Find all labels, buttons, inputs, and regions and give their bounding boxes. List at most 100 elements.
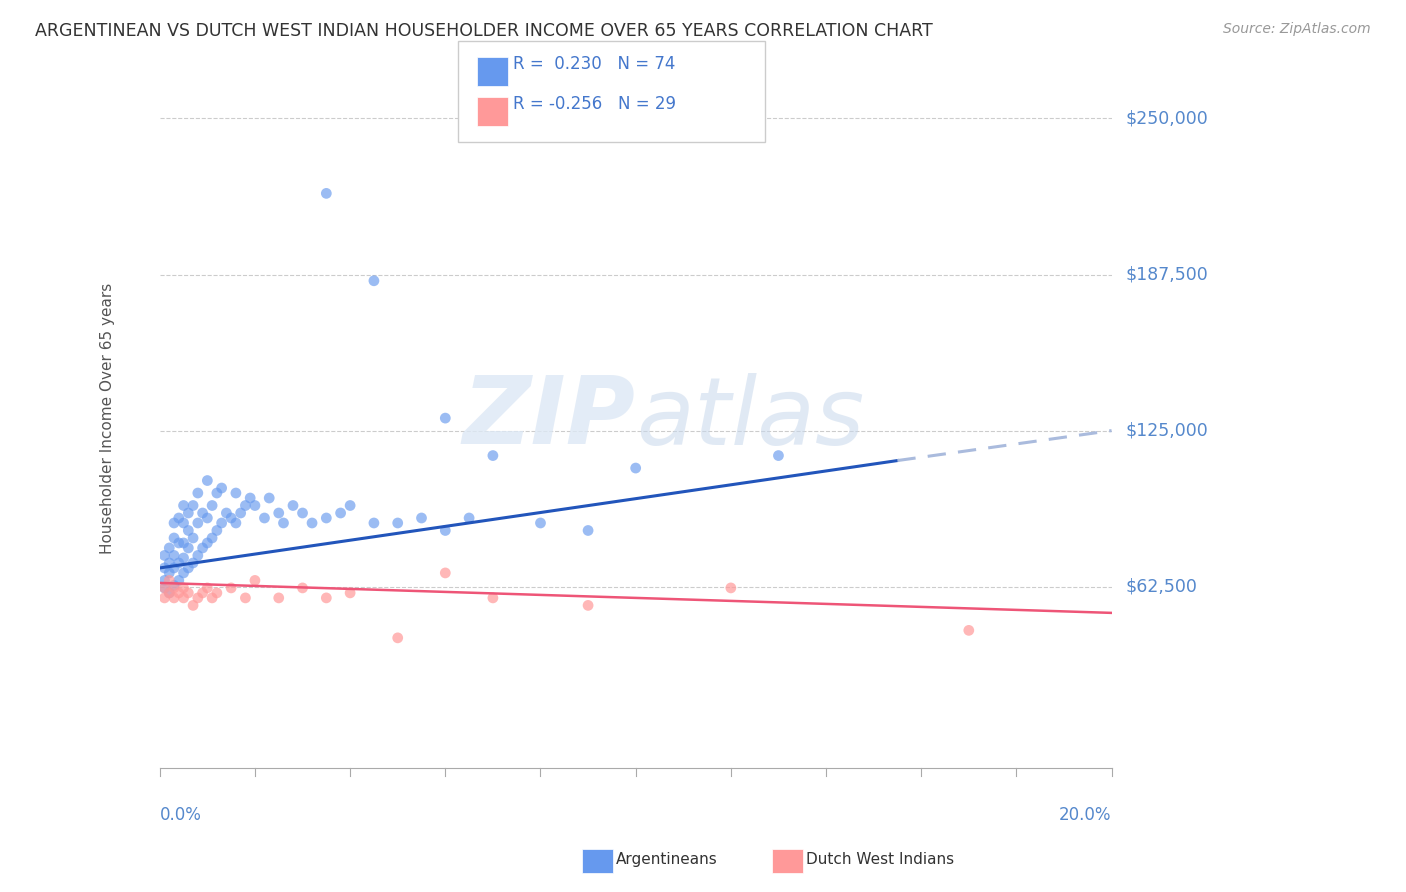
Point: [235, 591, 257, 605]
Point: [167, 574, 190, 588]
Point: [181, 556, 204, 570]
Point: [153, 574, 176, 588]
Text: $62,500: $62,500: [1125, 578, 1198, 596]
Point: [153, 581, 176, 595]
Point: [291, 581, 314, 595]
Text: 0.0%: 0.0%: [160, 806, 201, 824]
Point: [768, 449, 790, 463]
Point: [576, 599, 599, 613]
Point: [163, 591, 186, 605]
Point: [177, 506, 200, 520]
Point: [211, 516, 233, 530]
Text: ARGENTINEAN VS DUTCH WEST INDIAN HOUSEHOLDER INCOME OVER 65 YEARS CORRELATION CH: ARGENTINEAN VS DUTCH WEST INDIAN HOUSEHO…: [35, 22, 934, 40]
Text: $187,500: $187,500: [1125, 266, 1208, 284]
Point: [387, 516, 409, 530]
Point: [157, 574, 180, 588]
Point: [177, 541, 200, 555]
Text: $125,000: $125,000: [1125, 422, 1208, 440]
Point: [157, 566, 180, 580]
Point: [191, 506, 214, 520]
Point: [301, 516, 323, 530]
Point: [205, 486, 228, 500]
Point: [411, 511, 433, 525]
Point: [191, 541, 214, 555]
Point: [624, 461, 647, 475]
Text: Source: ZipAtlas.com: Source: ZipAtlas.com: [1223, 22, 1371, 37]
Point: [167, 556, 190, 570]
Point: [219, 511, 242, 525]
Point: [173, 516, 195, 530]
Point: [315, 186, 337, 201]
Point: [173, 581, 195, 595]
Point: [458, 511, 481, 525]
Point: [167, 511, 190, 525]
Point: [225, 516, 247, 530]
Point: [177, 524, 200, 538]
Point: [187, 516, 209, 530]
Point: [243, 499, 266, 513]
Point: [153, 581, 176, 595]
Point: [339, 586, 361, 600]
Point: [434, 524, 457, 538]
Point: [187, 591, 209, 605]
Point: [201, 531, 224, 545]
Point: [267, 506, 290, 520]
Text: ZIP: ZIP: [463, 372, 636, 464]
Point: [315, 591, 337, 605]
Point: [153, 561, 176, 575]
Point: [173, 551, 195, 566]
Point: [153, 591, 176, 605]
Text: Dutch West Indians: Dutch West Indians: [806, 853, 953, 867]
Point: [177, 586, 200, 600]
Point: [253, 511, 276, 525]
Point: [576, 524, 599, 538]
Point: [329, 506, 352, 520]
Text: $250,000: $250,000: [1125, 110, 1208, 128]
Point: [267, 591, 290, 605]
Point: [195, 536, 218, 550]
Point: [387, 631, 409, 645]
Point: [177, 561, 200, 575]
Point: [195, 581, 218, 595]
Point: [434, 411, 457, 425]
Point: [201, 499, 224, 513]
Point: [482, 591, 505, 605]
Point: [187, 486, 209, 500]
Point: [163, 549, 186, 563]
Point: [239, 491, 262, 505]
Point: [273, 516, 295, 530]
Point: [195, 511, 218, 525]
Point: [173, 591, 195, 605]
Point: [157, 586, 180, 600]
Point: [229, 506, 252, 520]
Point: [167, 586, 190, 600]
Point: [157, 556, 180, 570]
Point: [205, 586, 228, 600]
Point: [157, 541, 180, 555]
Text: R = -0.256   N = 29: R = -0.256 N = 29: [513, 95, 676, 113]
Point: [720, 581, 742, 595]
Point: [163, 516, 186, 530]
Point: [181, 531, 204, 545]
Point: [339, 499, 361, 513]
Point: [201, 591, 224, 605]
Point: [957, 624, 980, 638]
Point: [211, 481, 233, 495]
Point: [181, 499, 204, 513]
Point: [163, 578, 186, 592]
Point: [434, 566, 457, 580]
Point: [153, 549, 176, 563]
Point: [257, 491, 280, 505]
Point: [205, 524, 228, 538]
Point: [363, 274, 385, 288]
Text: R =  0.230   N = 74: R = 0.230 N = 74: [513, 55, 675, 73]
Point: [173, 536, 195, 550]
Text: 20.0%: 20.0%: [1059, 806, 1112, 824]
Point: [281, 499, 304, 513]
Point: [157, 586, 180, 600]
Point: [181, 599, 204, 613]
Point: [291, 506, 314, 520]
Point: [215, 506, 238, 520]
Point: [195, 474, 218, 488]
Text: atlas: atlas: [636, 373, 863, 464]
